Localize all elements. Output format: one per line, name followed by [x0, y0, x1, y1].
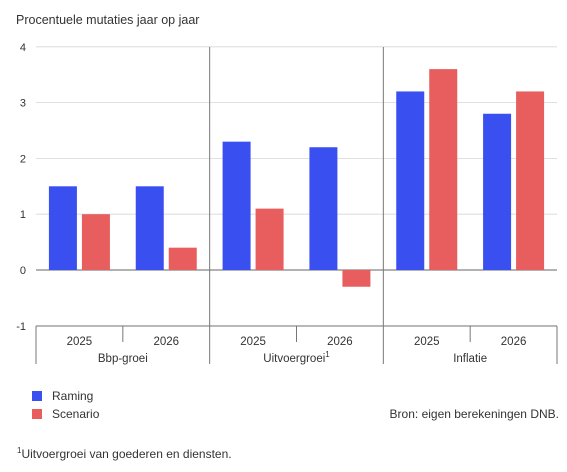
bar-raming — [396, 91, 425, 270]
chart-title: Procentuele mutaties jaar op jaar — [16, 13, 199, 27]
x-tick-label: 2025 — [240, 336, 266, 348]
x-tick-label: 2025 — [67, 336, 93, 348]
group-label: Uitvoergroei1 — [263, 350, 330, 365]
bars — [48, 69, 545, 287]
bar-scenario — [255, 208, 284, 270]
bar-scenario — [516, 91, 545, 270]
y-tick-label: 1 — [20, 209, 26, 221]
legend-swatch-raming — [32, 391, 42, 401]
legend-swatch-scenario — [32, 409, 42, 419]
x-tick-label: 2025 — [414, 336, 440, 348]
bar-raming — [222, 141, 251, 270]
y-tick-label: 3 — [20, 98, 26, 110]
bar-raming — [48, 186, 77, 270]
bar-scenario — [429, 69, 458, 271]
gridlines — [36, 46, 557, 364]
y-tick-label: 2 — [20, 153, 26, 165]
footnote-text: Uitvoergroei van goederen en diensten. — [21, 447, 232, 461]
source-note: Bron: eigen berekeningen DNB. — [389, 407, 559, 421]
footnote: 1Uitvoergroei van goederen en diensten. — [17, 446, 232, 461]
legend-label-raming: Raming — [52, 389, 94, 403]
y-axis-tick-labels: -1 0 1 2 3 4 — [16, 42, 26, 333]
legend-item-raming: Raming — [32, 389, 93, 403]
x-tick-label: 2026 — [327, 336, 353, 348]
group-label: Bbp-groei — [98, 353, 148, 365]
legend-item-scenario: Scenario — [32, 407, 99, 421]
bar-raming — [135, 186, 164, 270]
footnote-marker: 1 — [17, 446, 22, 455]
x-axis: 2025 2026 Bbp-groei 2025 2026 Uitvoergroei1 20… — [35, 325, 558, 365]
y-tick-label: -1 — [16, 321, 26, 333]
chart: Procentuele mutaties jaar op jaar -1 0 1 2 3… — [16, 13, 558, 365]
group-label: Inflatie — [453, 353, 487, 365]
bar-scenario — [342, 270, 371, 287]
y-tick-label: 4 — [20, 42, 26, 54]
bar-raming — [309, 147, 338, 270]
y-tick-label: 0 — [20, 265, 26, 277]
x-tick-label: 2026 — [153, 336, 179, 348]
x-tick-label: 2026 — [501, 336, 527, 348]
bar-raming — [483, 113, 512, 270]
legend-label-scenario: Scenario — [52, 407, 100, 421]
bar-scenario — [81, 214, 110, 270]
bar-scenario — [168, 247, 197, 270]
